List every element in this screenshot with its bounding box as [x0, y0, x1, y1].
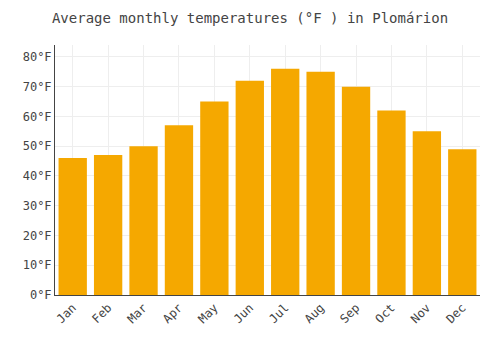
svg-text:60°F: 60°F [23, 110, 52, 124]
svg-text:Sep: Sep [337, 301, 362, 326]
svg-text:Mar: Mar [125, 301, 150, 326]
svg-text:Average monthly temperatures (: Average monthly temperatures (°F ) in Pl… [52, 10, 448, 26]
svg-text:50°F: 50°F [23, 139, 52, 153]
svg-text:Apr: Apr [160, 301, 185, 326]
svg-text:Jun: Jun [231, 301, 256, 326]
svg-text:Nov: Nov [408, 301, 433, 326]
svg-text:30°F: 30°F [23, 199, 52, 213]
svg-text:Oct: Oct [373, 301, 398, 326]
svg-text:Aug: Aug [302, 301, 327, 326]
svg-text:Jul: Jul [266, 301, 291, 326]
svg-text:0°F: 0°F [30, 288, 52, 302]
svg-text:Feb: Feb [89, 301, 114, 326]
svg-text:10°F: 10°F [23, 258, 52, 272]
svg-text:May: May [196, 301, 221, 326]
svg-text:Dec: Dec [443, 301, 468, 326]
svg-text:Jan: Jan [54, 301, 79, 326]
svg-text:80°F: 80°F [23, 50, 52, 64]
svg-text:20°F: 20°F [23, 229, 52, 243]
svg-text:40°F: 40°F [23, 169, 52, 183]
svg-text:70°F: 70°F [23, 80, 52, 94]
